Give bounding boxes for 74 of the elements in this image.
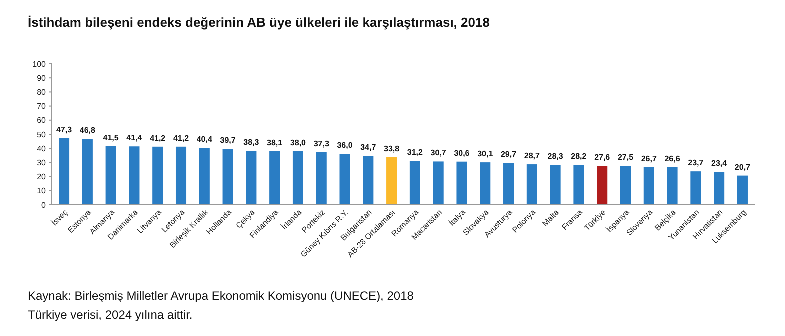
bar (550, 165, 561, 205)
y-tick-label: 40 (37, 144, 47, 154)
data-label: 23,4 (712, 159, 728, 168)
bar (574, 165, 584, 205)
bar (644, 167, 654, 205)
bar (176, 146, 187, 205)
data-label: 33,8 (384, 144, 400, 154)
data-label: 26,6 (664, 154, 681, 164)
data-label: 46,8 (80, 126, 96, 136)
data-label: 41,4 (126, 134, 143, 143)
data-label: 38,1 (267, 138, 284, 148)
y-tick-label: 100 (32, 60, 47, 69)
bar (690, 172, 702, 205)
data-label: 27,6 (594, 153, 611, 162)
data-label: 36,0 (337, 141, 354, 150)
data-label: 37,3 (314, 139, 330, 148)
bar (129, 146, 140, 205)
y-tick-label: 10 (37, 186, 47, 196)
data-label: 28,3 (548, 152, 564, 162)
y-tick-label: 70 (37, 102, 47, 112)
bar (340, 154, 350, 205)
data-label: 40,4 (196, 135, 213, 144)
data-label: 28,7 (524, 152, 540, 161)
data-label: 30,7 (430, 148, 447, 158)
bar (199, 148, 210, 205)
bar (82, 139, 93, 205)
data-label: 30,6 (454, 148, 470, 158)
bar (526, 164, 538, 205)
bar (292, 151, 304, 205)
bar (152, 146, 164, 205)
bar (246, 150, 257, 205)
data-label: 34,7 (360, 143, 377, 152)
y-tick-label: 60 (37, 116, 47, 126)
y-tick-label: 80 (37, 88, 47, 97)
data-label: 41,5 (103, 133, 120, 142)
bar (620, 166, 632, 205)
bar (106, 146, 116, 205)
data-label: 39,7 (220, 136, 236, 146)
bar (386, 157, 398, 205)
data-label: 23,7 (688, 158, 704, 168)
bar (433, 162, 444, 205)
data-label: 41,2 (173, 134, 190, 143)
bar (222, 149, 234, 205)
bar (270, 151, 280, 205)
y-tick-label: 50 (37, 130, 47, 140)
y-tick-label: 30 (37, 158, 47, 168)
bar (410, 161, 420, 205)
data-label: 38,0 (290, 138, 307, 148)
bar (504, 163, 514, 205)
data-label: 27,5 (618, 153, 634, 162)
bar (714, 172, 725, 205)
bar (316, 152, 327, 205)
bar (480, 162, 491, 205)
y-tick-label: 20 (37, 172, 47, 182)
data-label: 38,3 (244, 138, 260, 147)
data-label: 31,2 (407, 148, 424, 158)
data-label: 47,3 (56, 125, 73, 134)
chart-title: İstihdam bileşeni endeks değerinin AB üye ülkeleri ile karşılaştırması, 2018 (28, 15, 490, 30)
data-label: 41,2 (150, 134, 166, 143)
text: Kaynak: Birleşmiş Milletler Avrupa Ekonomik Komisyonu (UNECE), 2018 (28, 289, 414, 303)
y-tick-label: 0 (42, 200, 47, 210)
bar (597, 166, 608, 205)
bar (667, 167, 678, 205)
bar (456, 162, 468, 205)
bar (59, 138, 70, 205)
bar (737, 176, 748, 205)
data-label: 29,7 (500, 150, 518, 160)
bar (363, 156, 374, 205)
data-label: 26,7 (641, 154, 658, 164)
text: Türkiye verisi, 2024 yılına aittir. (28, 308, 193, 322)
y-tick-label: 90 (37, 74, 47, 83)
data-label: 20,7 (734, 162, 752, 172)
data-label: 28,2 (571, 152, 588, 162)
data-label: 30,1 (478, 150, 494, 159)
